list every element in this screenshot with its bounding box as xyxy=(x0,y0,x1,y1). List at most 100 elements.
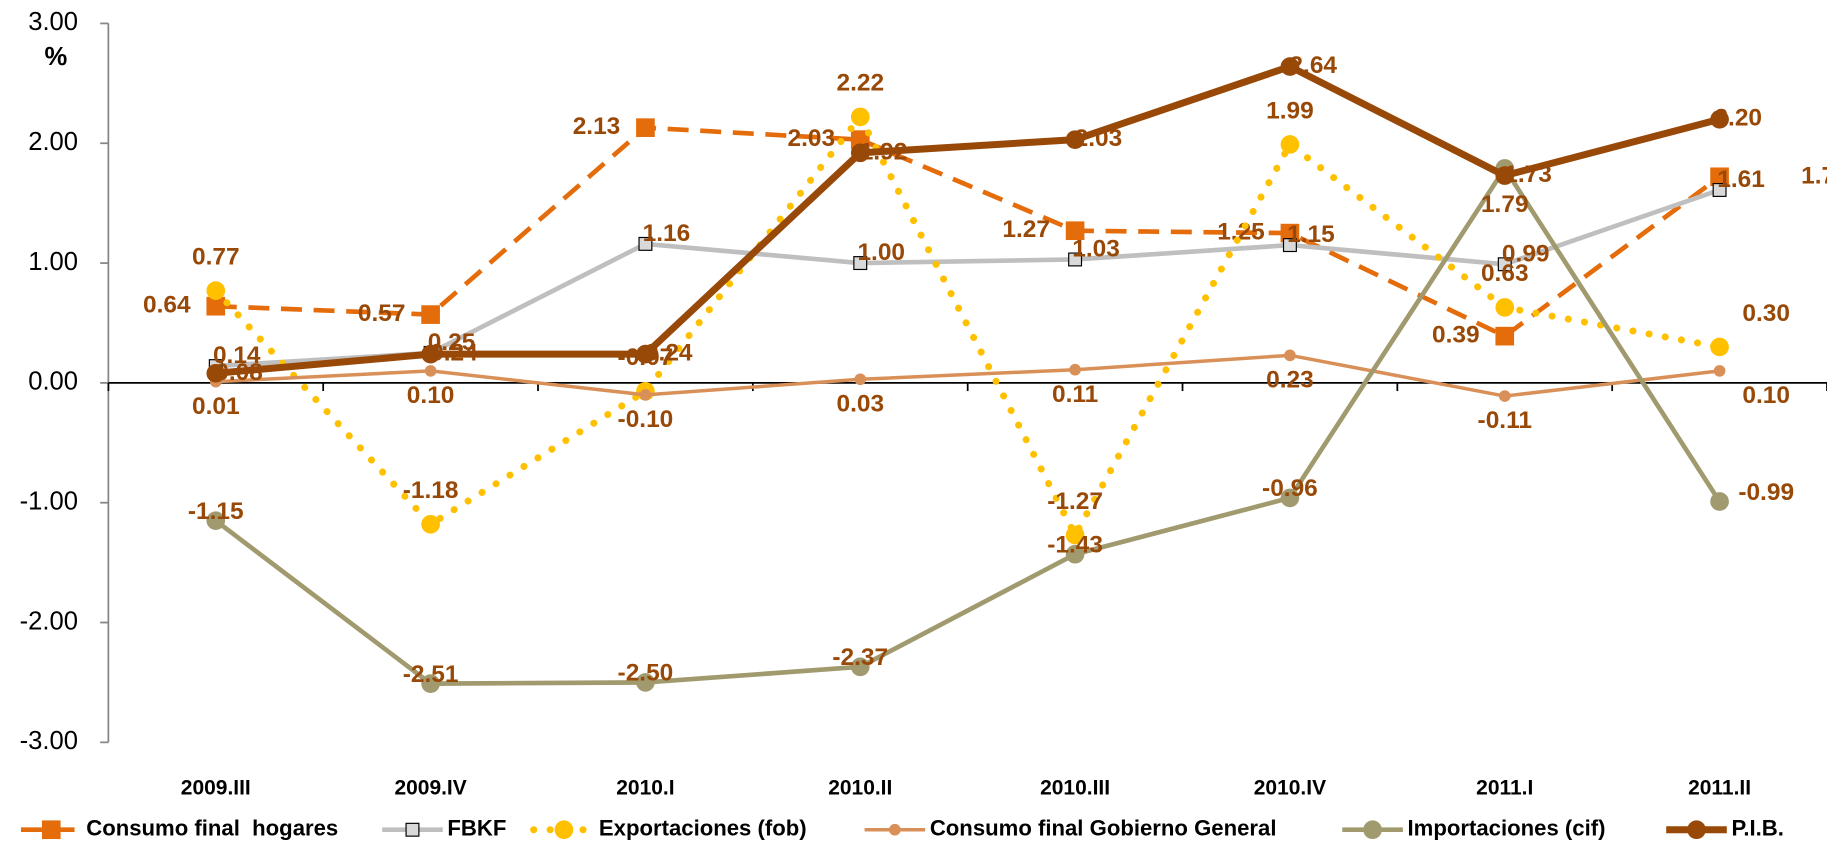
data-label: 2.03 xyxy=(788,125,836,152)
data-label: -1.43 xyxy=(1047,532,1103,559)
legend-marker xyxy=(405,822,420,837)
data-point xyxy=(424,365,437,377)
data-label: 0.24 xyxy=(645,340,693,367)
data-point xyxy=(1497,257,1512,272)
data-label: 2.20 xyxy=(1714,105,1762,132)
data-point xyxy=(1065,221,1085,241)
data-label: 0.99 xyxy=(1502,240,1550,267)
data-label: 1.15 xyxy=(1287,221,1335,248)
data-point xyxy=(421,344,440,364)
legend-marker xyxy=(889,823,901,836)
data-point xyxy=(206,363,226,383)
data-label: 1.73 xyxy=(1504,161,1552,188)
data-label: 1.99 xyxy=(1266,97,1314,124)
series-line xyxy=(215,63,1721,377)
series-line xyxy=(215,353,1720,398)
data-label: -2.51 xyxy=(403,661,459,688)
data-point xyxy=(850,107,870,127)
x-tick-label: 2009.III xyxy=(181,776,251,799)
data-label: 1.27 xyxy=(1002,216,1050,243)
x-tick-label: 2010.III xyxy=(1040,776,1110,799)
data-point xyxy=(1282,238,1297,253)
data-label: 1.79 xyxy=(1481,191,1529,218)
data-label: 2.03 xyxy=(1075,125,1123,152)
legend-marker xyxy=(1687,820,1706,840)
data-point xyxy=(206,296,226,316)
series-line xyxy=(212,113,1724,539)
data-label: 0.23 xyxy=(1266,366,1314,393)
legend-marker xyxy=(41,820,61,840)
y-axis-label: % xyxy=(45,43,68,71)
data-point xyxy=(636,673,655,692)
data-label: 0.11 xyxy=(1052,381,1098,408)
data-point xyxy=(1280,57,1300,76)
data-label: 1.00 xyxy=(857,239,905,266)
data-point xyxy=(1284,349,1296,362)
data-label: 0.39 xyxy=(1432,322,1480,349)
x-tick-label: 2011.I xyxy=(1476,776,1533,799)
data-point xyxy=(1710,492,1729,511)
data-point xyxy=(1710,337,1729,357)
y-tick-label: 0.00 xyxy=(28,368,78,396)
legend-marker xyxy=(1363,820,1382,840)
data-label: 2.22 xyxy=(836,70,884,97)
data-label: 0.14 xyxy=(213,342,261,369)
data-point xyxy=(1065,525,1085,545)
data-point xyxy=(1065,130,1085,149)
data-point xyxy=(1712,182,1727,197)
data-point xyxy=(1713,365,1726,377)
data-label: 0.08 xyxy=(215,359,263,386)
series-line xyxy=(215,187,1721,369)
data-label: 0.01 xyxy=(192,393,240,420)
data-label: 0.57 xyxy=(358,300,406,327)
x-tick-label: 2011.II xyxy=(1688,776,1751,799)
data-point xyxy=(1495,298,1515,317)
data-label: 1.61 xyxy=(1717,166,1765,193)
data-label: -2.37 xyxy=(832,644,888,671)
data-point xyxy=(850,143,870,163)
x-tick-label: 2010.II xyxy=(828,776,892,799)
data-point xyxy=(1065,544,1085,564)
data-label: 1.25 xyxy=(1217,219,1265,246)
data-label: -0.11 xyxy=(1478,407,1532,434)
x-tick-label: 2010.I xyxy=(616,776,674,799)
data-point xyxy=(1495,326,1515,346)
legend-label: Importaciones (cif) xyxy=(1408,816,1606,841)
legend-marker xyxy=(554,820,574,840)
data-label: 2.13 xyxy=(573,113,621,140)
data-label: 1.03 xyxy=(1072,236,1120,263)
data-point xyxy=(1068,252,1083,267)
legend-label: Consumo final Gobierno General xyxy=(930,816,1277,841)
legend-label: FBKF xyxy=(447,816,506,841)
data-point xyxy=(1280,488,1300,508)
data-point xyxy=(1280,223,1300,243)
y-tick-label: 2.00 xyxy=(28,128,78,156)
data-label: 0.64 xyxy=(143,292,191,319)
data-point xyxy=(206,511,226,530)
data-point xyxy=(1710,167,1729,187)
data-label: 0.24 xyxy=(430,340,478,367)
data-label: 1.16 xyxy=(643,220,691,247)
x-tick-label: 2010.IV xyxy=(1254,776,1326,799)
data-point xyxy=(1069,363,1081,376)
legend-label: P.I.B. xyxy=(1731,816,1783,841)
legend-label: Consumo final hogares xyxy=(86,816,338,841)
y-tick-label: -1.00 xyxy=(20,487,78,515)
data-point xyxy=(1280,135,1300,154)
data-label: 1.72 xyxy=(1801,162,1827,189)
data-label: -0.10 xyxy=(618,406,674,433)
data-label: 0.10 xyxy=(1742,382,1790,409)
x-tick-label: 2009.IV xyxy=(394,776,466,799)
data-point xyxy=(850,657,870,677)
data-label: 0.77 xyxy=(192,243,240,270)
data-label: -2.50 xyxy=(618,660,674,687)
data-label: -0.99 xyxy=(1738,479,1794,506)
series-line xyxy=(214,166,1722,686)
data-point xyxy=(1495,166,1515,185)
data-label: -0.96 xyxy=(1262,475,1318,502)
data-point xyxy=(636,344,655,364)
data-label: 0.30 xyxy=(1742,300,1790,327)
data-point xyxy=(638,236,653,251)
data-label: 2.64 xyxy=(1289,52,1337,79)
